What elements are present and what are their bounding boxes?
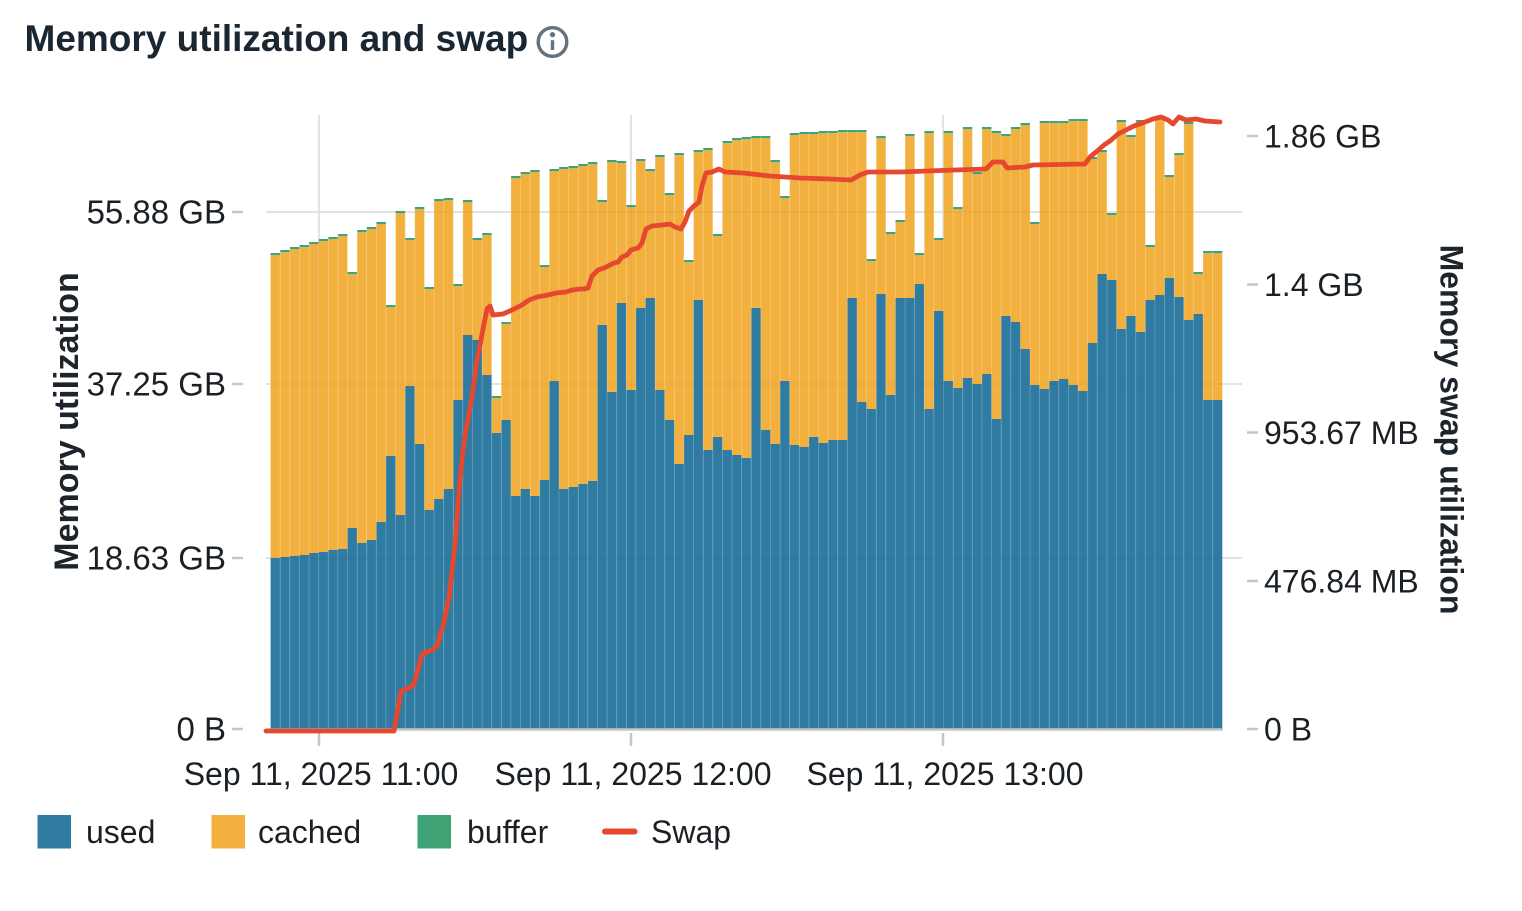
svg-text:Memory utilization and swap: Memory utilization and swap xyxy=(25,18,529,59)
svg-text:Sep 11, 2025 12:00: Sep 11, 2025 12:00 xyxy=(495,756,772,792)
svg-text:Memory swap utilization: Memory swap utilization xyxy=(1434,245,1470,615)
svg-text:Swap: Swap xyxy=(651,814,731,850)
svg-text:1.86 GB: 1.86 GB xyxy=(1264,119,1381,155)
svg-text:Sep 11, 2025 13:00: Sep 11, 2025 13:00 xyxy=(807,756,1084,792)
svg-text:0 B: 0 B xyxy=(176,711,226,748)
svg-text:0 B: 0 B xyxy=(1264,712,1312,748)
svg-text:18.63 GB: 18.63 GB xyxy=(87,540,226,577)
svg-text:buffer: buffer xyxy=(467,814,549,850)
svg-text:1.4 GB: 1.4 GB xyxy=(1264,267,1364,303)
svg-text:Memory utilization: Memory utilization xyxy=(48,272,86,570)
svg-text:cached: cached xyxy=(258,814,361,850)
svg-text:953.67 MB: 953.67 MB xyxy=(1264,415,1419,451)
svg-text:37.25 GB: 37.25 GB xyxy=(87,366,226,403)
svg-text:Sep 11, 2025 11:00: Sep 11, 2025 11:00 xyxy=(184,756,459,792)
svg-text:55.88 GB: 55.88 GB xyxy=(87,194,226,231)
svg-text:476.84 MB: 476.84 MB xyxy=(1264,564,1419,600)
svg-text:used: used xyxy=(86,814,155,850)
